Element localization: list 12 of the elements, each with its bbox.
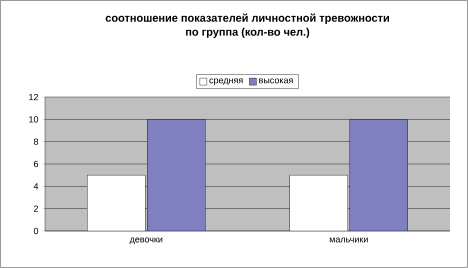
legend-label: средняя (209, 78, 243, 86)
y-tick-label: 6 (34, 160, 38, 168)
y-tick-label: 0 (34, 228, 38, 234)
y-tick-label: 8 (34, 138, 38, 145)
y-tick-label: 4 (34, 183, 38, 190)
y-tick-label: 12 (29, 94, 38, 100)
x-tick-label: мальчики (330, 238, 368, 242)
x-tick-label: девочки (130, 238, 162, 244)
legend-label: высокая (259, 78, 293, 84)
chart-title: соотношение показателей личностной тревожности по группа (кол-во чел.) (106, 14, 389, 38)
y-tick-label: 2 (34, 206, 38, 212)
y-tick-label: 10 (29, 116, 38, 123)
